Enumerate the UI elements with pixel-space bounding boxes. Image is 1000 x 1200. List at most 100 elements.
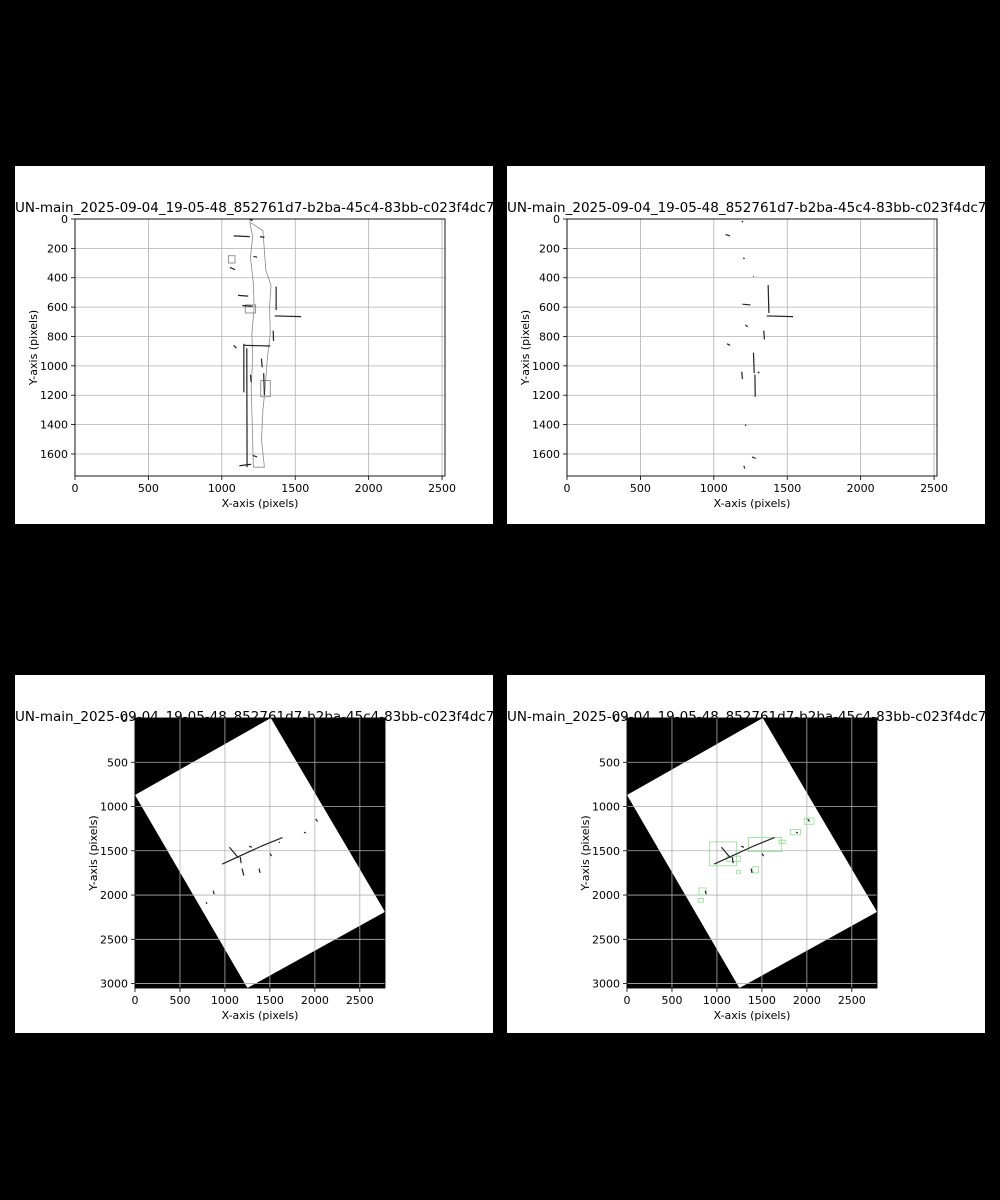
point-segment (795, 831, 799, 834)
x-tick-label: 1000 (208, 482, 236, 495)
chart-panel-3: A-RUN-main_2025-09-04_19-05-48_852761d7-… (15, 675, 493, 1033)
y-tick-label: 0 (553, 213, 560, 226)
y-tick-label: 1000 (532, 360, 560, 373)
y-axis-label: Y-axis (pixels) (579, 815, 592, 891)
y-tick-label: 1400 (40, 419, 68, 432)
point-segment (303, 831, 307, 834)
x-tick-label: 500 (661, 994, 682, 1007)
point-segment (751, 456, 756, 459)
detection-box (697, 898, 704, 903)
region-box (227, 255, 236, 264)
point-segment (260, 358, 263, 368)
point-segment (241, 868, 245, 876)
point-segment (249, 845, 253, 848)
x-tick-label: 2000 (355, 482, 383, 495)
point-segment (252, 454, 258, 458)
x-tick-label: 1000 (211, 994, 239, 1007)
chart-panel-1: A-RUN-main_2025-09-04_19-05-48_852761d7-… (15, 166, 493, 524)
detection-box (736, 869, 741, 875)
x-tick-label: 2500 (838, 994, 866, 1007)
y-tick-label: 0 (61, 213, 68, 226)
y-tick-label: 3000 (100, 978, 128, 991)
y-tick-label: 1400 (532, 419, 560, 432)
point-segment (713, 845, 754, 865)
y-tick-label: 1000 (592, 801, 620, 814)
point-segment (726, 343, 731, 346)
y-tick-label: 800 (47, 330, 68, 343)
y-tick-label: 500 (599, 756, 620, 769)
point-segment (243, 344, 271, 347)
point-segment (258, 868, 261, 874)
point-segment (763, 330, 766, 340)
y-tick-label: 600 (539, 301, 560, 314)
point-segment (315, 818, 319, 822)
x-axis-label: X-axis (pixels) (222, 497, 299, 510)
y-tick-label: 400 (47, 272, 68, 285)
x-tick-label: 2000 (847, 482, 875, 495)
axes-frame (134, 717, 386, 989)
x-tick-label: 2500 (346, 994, 374, 1007)
x-tick-label: 1500 (748, 994, 776, 1007)
chart-svg-3: A-RUN-main_2025-09-04_19-05-48_852761d7-… (15, 709, 493, 1022)
x-tick-label: 2500 (920, 482, 948, 495)
axes-frame (626, 717, 878, 989)
y-tick-label: 1500 (592, 845, 620, 858)
point-segment (229, 266, 236, 271)
y-tick-label: 0 (121, 712, 128, 725)
point-segment (741, 220, 744, 223)
point-segment (750, 868, 753, 874)
point-segment (233, 344, 237, 349)
x-axis-label: X-axis (pixels) (714, 1009, 791, 1022)
valid-region (627, 718, 877, 988)
y-tick-label: 2000 (100, 889, 128, 902)
point-segment (725, 233, 731, 237)
x-tick-label: 2000 (793, 994, 821, 1007)
detection-box (698, 887, 707, 896)
y-tick-label: 1600 (40, 448, 68, 461)
point-segment (239, 463, 252, 467)
point-segment (743, 465, 746, 469)
detection-box (803, 817, 815, 825)
x-tick-label: 0 (132, 994, 139, 1007)
y-tick-label: 1000 (40, 360, 68, 373)
y-tick-label: 600 (47, 301, 68, 314)
region-box (244, 304, 257, 314)
trajectory-path (249, 221, 272, 468)
detection-box (790, 829, 801, 836)
y-tick-label: 200 (539, 242, 560, 255)
y-tick-label: 500 (107, 756, 128, 769)
x-tick-label: 1500 (773, 482, 801, 495)
y-tick-label: 1200 (532, 389, 560, 402)
axes-frame (566, 218, 938, 477)
x-tick-label: 1500 (256, 994, 284, 1007)
point-segment (278, 841, 281, 844)
y-axis-label: Y-axis (pixels) (27, 310, 40, 386)
point-segment (205, 901, 208, 905)
axes-frame (74, 218, 446, 477)
valid-region (135, 718, 385, 988)
chart-svg-2: A-RUN-main_2025-09-04_19-05-48_852761d7-… (507, 200, 985, 510)
point-segment (741, 371, 744, 380)
point-segment (228, 846, 239, 859)
point-segment (269, 853, 273, 857)
y-tick-label: 1000 (100, 801, 128, 814)
point-segment (752, 836, 775, 847)
point-segment (237, 294, 249, 297)
point-segment (767, 285, 770, 314)
chart-title: A-RUN-main_2025-09-04_19-05-48_852761d7-… (507, 200, 985, 216)
point-segment (233, 235, 250, 238)
point-segment (742, 257, 745, 260)
y-tick-label: 1500 (100, 845, 128, 858)
detection-box (748, 837, 783, 853)
y-axis-label: Y-axis (pixels) (519, 310, 532, 386)
x-tick-label: 1500 (281, 482, 309, 495)
y-tick-label: 3000 (592, 978, 620, 991)
x-tick-label: 500 (630, 482, 651, 495)
y-tick-label: 0 (613, 712, 620, 725)
y-tick-label: 1600 (532, 448, 560, 461)
chart-panel-4: A-RUN-main_2025-09-04_19-05-48_852761d7-… (507, 675, 985, 1033)
chart-title: A-RUN-main_2025-09-04_19-05-48_852761d7-… (15, 200, 493, 216)
x-tick-label: 2000 (301, 994, 329, 1007)
x-tick-label: 500 (138, 482, 159, 495)
detection-box (778, 839, 786, 845)
